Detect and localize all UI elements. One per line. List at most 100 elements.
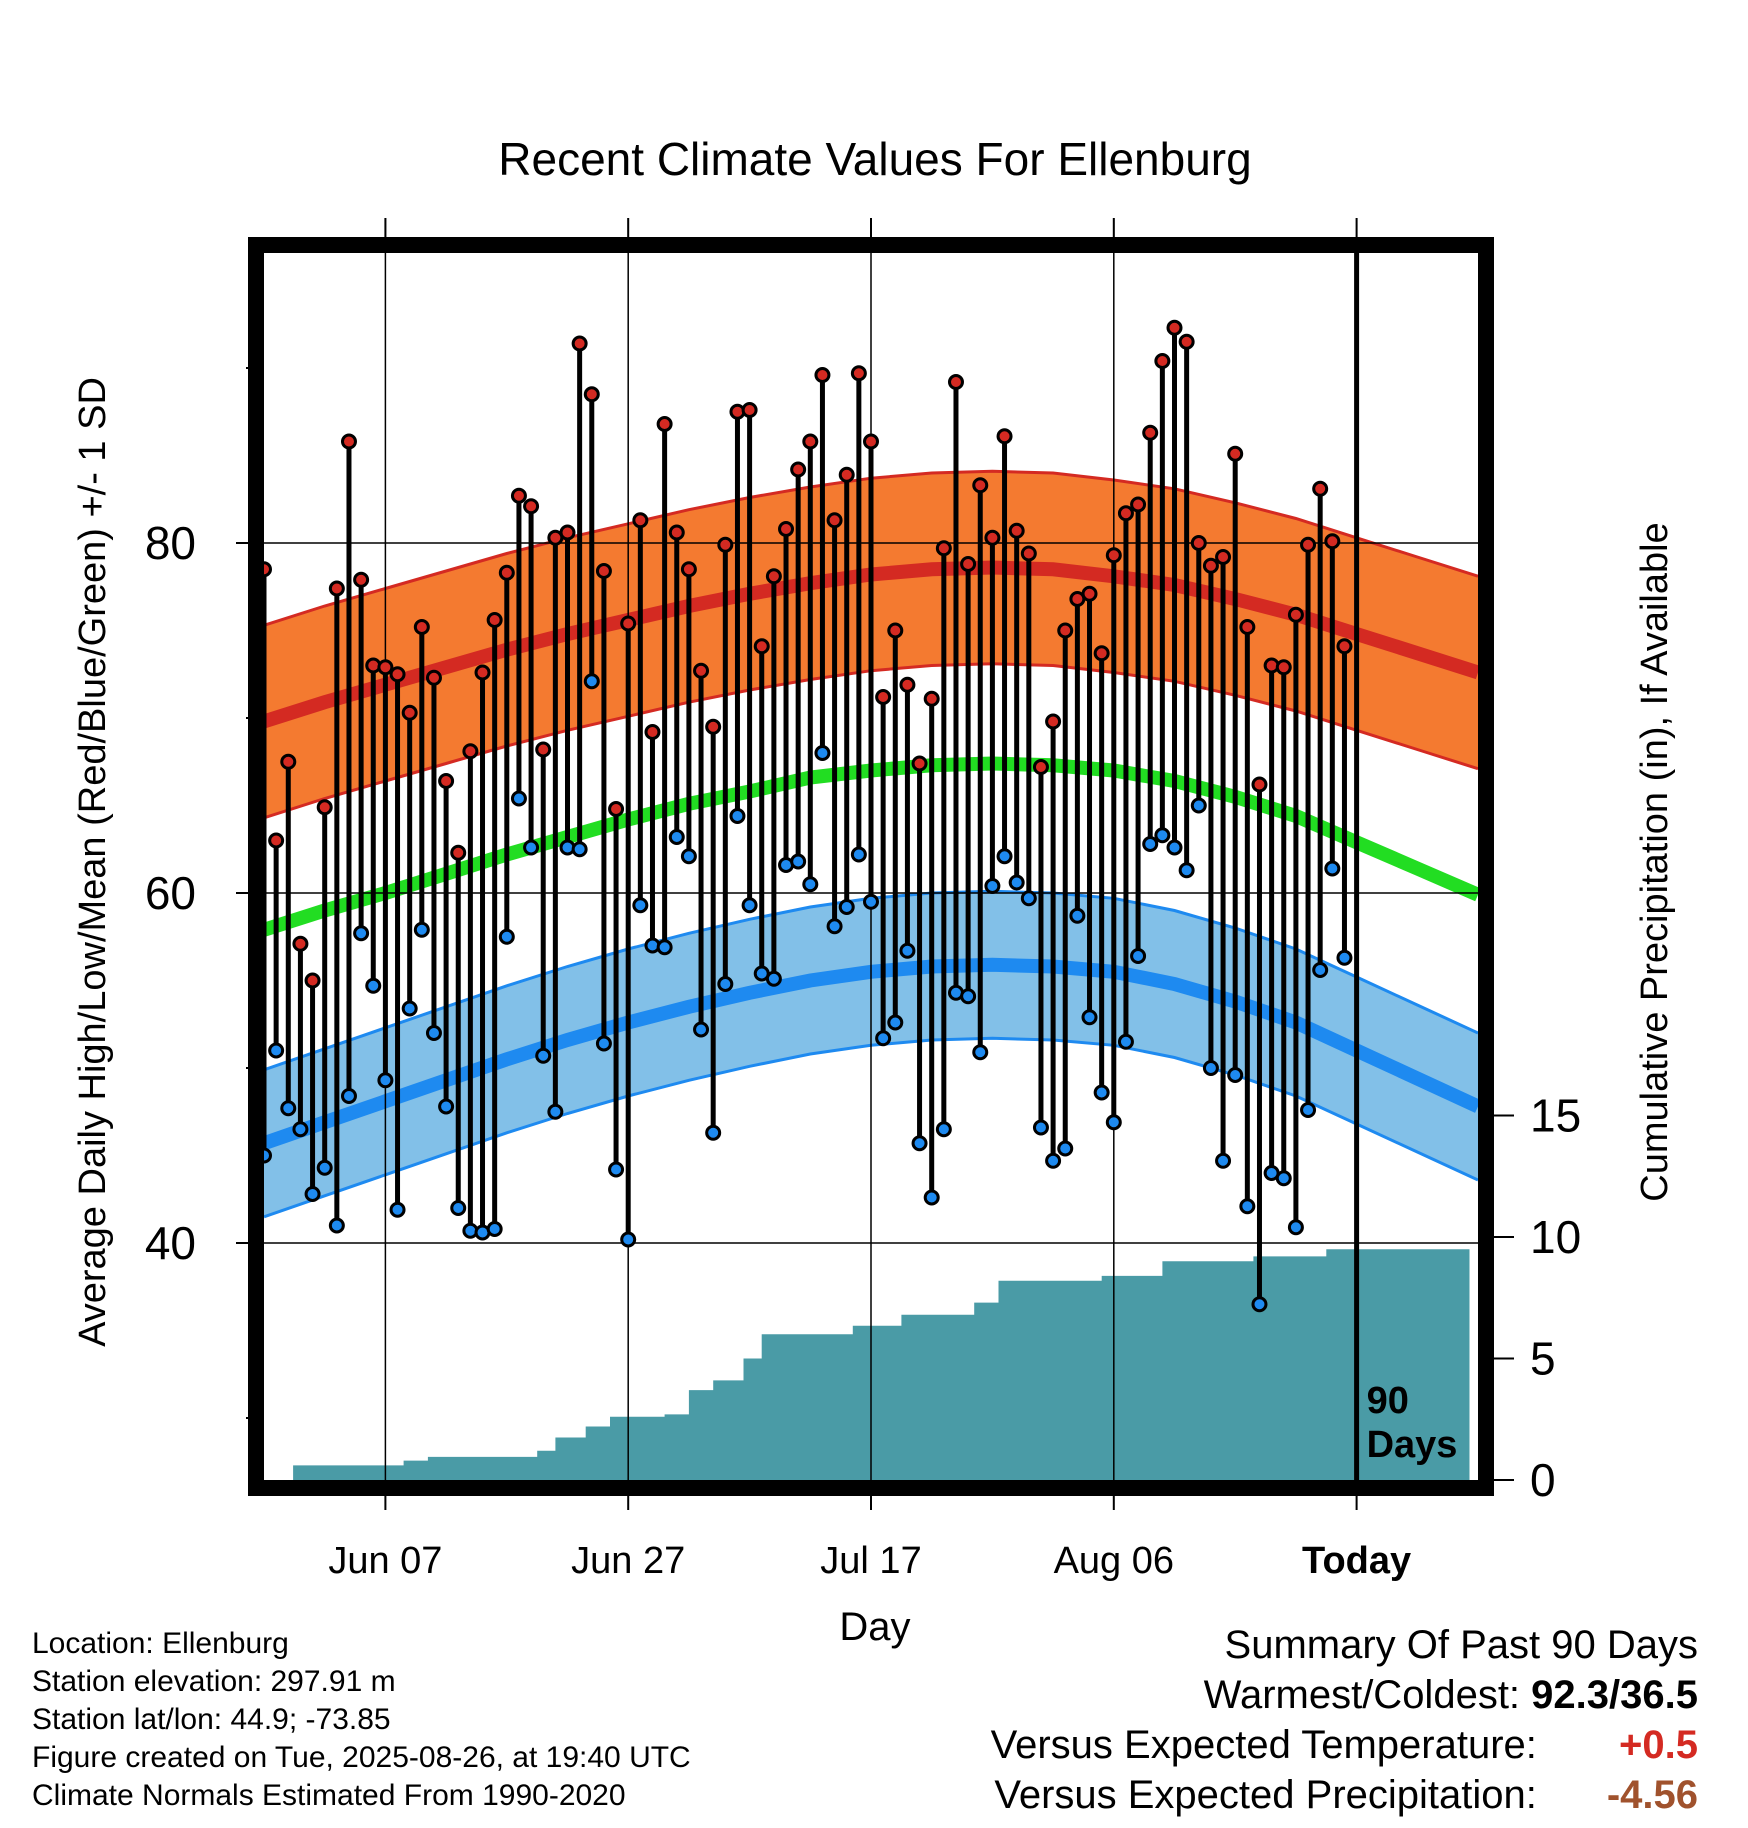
temp-anomaly-row: Versus Expected Temperature: +0.5 [991,1720,1698,1770]
temp-anomaly-value: +0.5 [1619,1723,1698,1767]
daily-high-point [1336,638,1353,655]
daily-low-point [1178,862,1195,879]
daily-low-point [1045,1152,1062,1169]
daily-low-point [438,1098,455,1115]
daily-high-point [450,844,467,861]
daily-low-point [389,1201,406,1218]
daily-high-point [996,428,1013,445]
daily-high-point [935,540,952,557]
daily-low-point [1190,797,1207,814]
precip-anomaly-label: Versus Expected Precipitation: [994,1773,1537,1817]
daily-low-point [401,1000,418,1017]
daily-low-point [887,1014,904,1031]
daily-high-point [523,498,540,515]
daily-low-point [705,1124,722,1141]
daily-high-point [1324,533,1341,550]
daily-low-point [365,977,382,994]
daily-high-point [705,718,722,735]
daily-low-point [1336,949,1353,966]
daily-low-point [984,878,1001,894]
daily-high-point [984,529,1001,546]
warm-cold-value: 92.3/36.5 [1531,1673,1698,1717]
y2-axis-label: Cumulative Precipitation (in), If Availa… [1634,522,1676,1201]
daily-low-point [693,1021,710,1038]
daily-high-point [268,832,285,849]
daily-low-point [1239,1198,1256,1215]
daily-low-point [875,1030,892,1047]
daily-low-point [268,1042,285,1059]
y2-tick-label: 5 [1530,1333,1556,1385]
daily-high-point [1215,549,1232,565]
daily-low-point [668,829,685,845]
daily-high-point [741,402,758,418]
daily-low-point [547,1103,564,1120]
daily-high-point [1093,645,1110,662]
axes: 40 60 80 0 5 10 15 Jun 07 Jun 27 Jul 17 Aug 06 Toda… [145,218,1581,1582]
daily-high-point [1227,445,1244,462]
daily-high-point [790,461,807,478]
daily-low-point [1324,860,1341,877]
daily-high-point [304,972,321,989]
daily-high-point [1142,424,1159,441]
y2-tick-label: 0 [1530,1454,1556,1506]
daily-high-point [438,773,455,789]
daily-low-point [292,1121,309,1138]
today-annotation: 90 [1367,1380,1409,1422]
daily-high-point [292,935,309,952]
daily-low-point [863,893,879,910]
daily-low-point [850,846,867,863]
daily-high-point [947,374,964,390]
daily-low-point [972,1044,989,1061]
daily-high-point [571,335,588,352]
daily-low-point [899,942,916,959]
summary-title: Summary Of Past 90 Days [1224,1623,1698,1667]
daily-high-point [1117,505,1134,522]
daily-high-point [1190,535,1207,551]
daily-low-point [826,918,843,935]
daily-low-point [583,673,600,690]
daily-low-point [1275,1170,1292,1187]
daily-low-point [498,928,515,945]
station-info: Location: Ellenburg Station elevation: 2… [32,1625,691,1815]
daily-high-point [1239,619,1256,635]
daily-low-point [1287,1219,1304,1236]
daily-high-point [717,536,734,553]
daily-high-point [425,669,442,686]
daily-low-point [1081,1009,1098,1026]
daily-low-point [1166,839,1183,856]
daily-low-point [425,1025,442,1041]
daily-low-point [316,1159,333,1176]
created-text: Figure created on Tue, 2025-08-26, at 19… [32,1741,691,1774]
daily-high-point [1045,713,1062,730]
daily-high-point [316,799,333,816]
daily-low-point [620,1231,637,1248]
daily-low-point [1312,962,1329,978]
location-text: Location: Ellenburg [32,1627,289,1660]
daily-high-point [462,743,479,760]
daily-low-point [535,1047,552,1064]
daily-high-point [1275,659,1292,676]
daily-high-point [826,512,843,529]
y-axis-label: Average Daily High/Low/Mean (Red/Blue/Gr… [72,377,114,1347]
daily-low-point [1032,1119,1049,1136]
daily-low-point [802,876,819,893]
daily-low-point [765,970,782,987]
daily-low-point [486,1221,503,1237]
daily-high-point [899,676,916,693]
precip-anomaly-row: Versus Expected Precipitation: -4.56 [991,1770,1698,1820]
daily-high-point [1081,585,1098,602]
warm-cold-label: Warmest/Coldest: [1203,1673,1521,1717]
temp-anomaly-label: Versus Expected Temperature: [990,1723,1537,1767]
daily-low-point [1008,874,1025,891]
daily-low-point [656,939,673,956]
daily-high-point [863,433,879,450]
daily-high-point [535,741,552,758]
daily-low-point [1202,1060,1219,1076]
daily-high-point [1202,557,1219,574]
daily-low-point [1093,1084,1110,1101]
today-annotation: Days [1367,1424,1458,1466]
daily-low-point [1057,1140,1074,1157]
daily-low-point [814,745,831,761]
